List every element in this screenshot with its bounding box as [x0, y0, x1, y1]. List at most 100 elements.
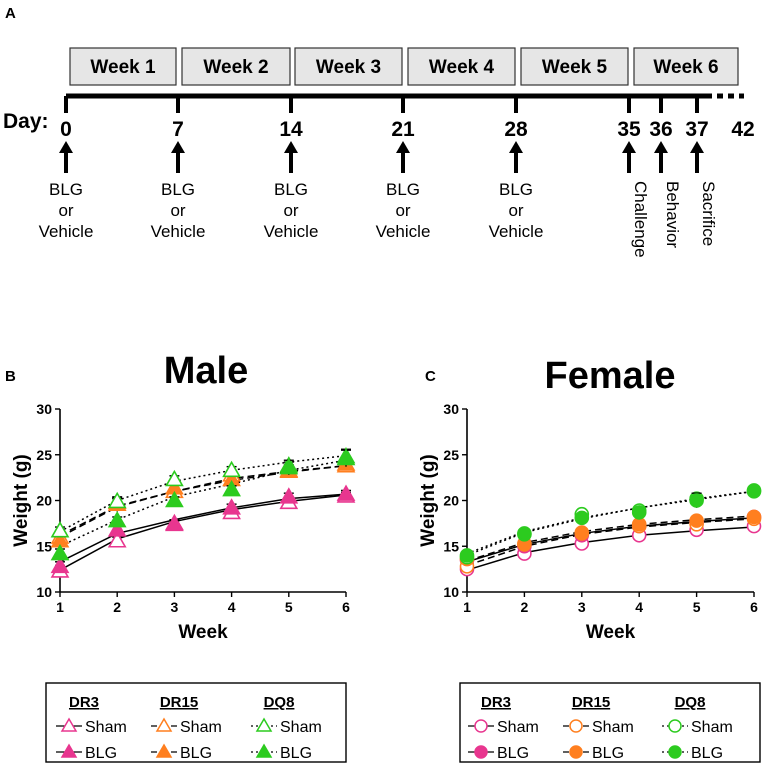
timeline-panel: A Week 1 Week 2 Week 3 Week 4 Week 5 Week 6 D… — [3, 5, 755, 258]
event-label: BLG — [49, 180, 83, 199]
event-arrow: Challenge — [622, 141, 650, 258]
x-tick-label: 2 — [521, 599, 529, 615]
legend-label: BLG — [85, 745, 117, 762]
event-arrow: BLG or Vehicle — [39, 141, 94, 241]
event-label: or — [508, 201, 523, 220]
data-point — [222, 479, 241, 497]
legend-label: BLG — [180, 745, 212, 762]
panel-a-label: A — [5, 5, 16, 22]
x-tick-label: 1 — [56, 599, 64, 615]
legend-header: DR15 — [160, 694, 198, 711]
y-tick-label: 20 — [443, 493, 459, 509]
week-box-label: Week 6 — [653, 57, 718, 78]
data-point — [165, 469, 184, 487]
legend-marker — [60, 743, 78, 758]
legend-marker — [668, 719, 682, 733]
y-tick-label: 15 — [36, 538, 52, 554]
event-arrow: BLG or Vehicle — [376, 141, 431, 241]
week-box-rect — [633, 47, 739, 86]
arrow-head — [622, 141, 636, 153]
week-box-label: Week 1 — [90, 57, 156, 78]
male-chart: B Male 10 15 20 25 30 1 2 3 4 5 6 Week Weight (g) — [5, 350, 356, 643]
day-ticks: 0 7 14 21 28 35 36 37 42 — [60, 96, 755, 141]
fit-curve — [466, 517, 755, 563]
legend-label: Sham — [280, 719, 322, 736]
week-box: Week 3 — [294, 47, 403, 86]
y-tick-label: 20 — [36, 493, 52, 509]
panel-c-label: C — [425, 368, 436, 385]
week-box: Week 2 — [181, 47, 291, 86]
legend-marker — [255, 743, 273, 758]
legend-box — [459, 682, 761, 763]
x-tick-label: 4 — [635, 599, 643, 615]
event-label: BLG — [274, 180, 308, 199]
week-boxes: Week 1 Week 2 Week 3 Week 4 Week 5 Week 6 — [69, 47, 739, 86]
event-label: Vehicle — [489, 222, 544, 241]
legend-marker — [255, 717, 273, 732]
week-box: Week 6 — [633, 47, 739, 86]
week-box-rect — [69, 47, 177, 86]
arrow-head — [396, 141, 410, 153]
data-point — [631, 505, 647, 520]
event-arrow: BLG or Vehicle — [151, 141, 206, 241]
event-label: Vehicle — [151, 222, 206, 241]
y-axis-label: Weight (g) — [11, 454, 32, 547]
event-arrows: BLG or Vehicle BLG or Vehicle BLG or Vehicle BLG o… — [39, 141, 718, 258]
event-label: Vehicle — [39, 222, 94, 241]
y-tick-label: 25 — [36, 447, 52, 463]
arrow-head — [690, 141, 704, 153]
day-number: 14 — [279, 118, 303, 141]
week-box-label: Week 3 — [316, 57, 381, 78]
legend-label: BLG — [592, 745, 624, 762]
legend-marker — [474, 745, 488, 759]
legend-marker — [569, 745, 583, 759]
legend-marker — [474, 719, 488, 733]
legend-label: Sham — [497, 719, 539, 736]
day-number: 7 — [172, 118, 184, 141]
day-number: 21 — [391, 118, 415, 141]
x-tick-label: 5 — [285, 599, 293, 615]
event-arrow: Sacrifice — [690, 141, 718, 246]
legend-label: BLG — [497, 745, 529, 762]
legend-label: BLG — [280, 745, 312, 762]
data-point — [107, 511, 127, 528]
day-number: 0 — [60, 118, 72, 141]
event-label: BLG — [161, 180, 195, 199]
data-point — [459, 548, 475, 563]
event-label: Vehicle — [376, 222, 431, 241]
week-box: Week 4 — [407, 47, 516, 86]
data-point — [165, 514, 184, 532]
day-number: 36 — [649, 118, 672, 141]
week-box-label: Week 4 — [429, 57, 495, 78]
legend-header: DR3 — [481, 694, 511, 711]
data-point — [336, 484, 356, 501]
legend-label: Sham — [691, 719, 733, 736]
x-tick-label: 1 — [463, 599, 471, 615]
data-point — [279, 457, 299, 475]
day-label: Day: — [3, 110, 49, 133]
data-point — [574, 510, 590, 526]
legend-header: DR3 — [69, 694, 99, 711]
event-arrow: Behavior — [654, 141, 682, 248]
legend-box — [45, 682, 347, 763]
fit-curve — [59, 459, 347, 547]
day-number: 37 — [685, 118, 708, 141]
female-legend: DR3 DR15 DQ8 Sham Sham Sham BLG BLG BLG — [459, 682, 761, 763]
female-plot-area: 10 15 20 25 30 1 2 3 4 5 6 Week Weight (g) — [418, 401, 762, 643]
x-axis-label: Week — [178, 622, 228, 643]
event-arrow: BLG or Vehicle — [264, 141, 318, 241]
x-tick-label: 3 — [578, 599, 586, 615]
event-label: BLG — [499, 180, 533, 199]
event-label-vertical: Sacrifice — [699, 181, 718, 246]
fit-curve — [466, 515, 755, 562]
fit-curve — [59, 464, 347, 538]
legend-label: BLG — [691, 745, 723, 762]
legend-label: Sham — [180, 719, 222, 736]
data-point — [222, 498, 241, 515]
female-chart-title: Female — [545, 355, 676, 397]
data-point — [336, 448, 356, 466]
fit-curve — [59, 493, 347, 563]
male-legend: DR3 DR15 DQ8 Sham Sham Sham BLG BLG BLG — [45, 682, 347, 763]
week-box-rect — [181, 47, 291, 86]
event-label: or — [58, 201, 73, 220]
